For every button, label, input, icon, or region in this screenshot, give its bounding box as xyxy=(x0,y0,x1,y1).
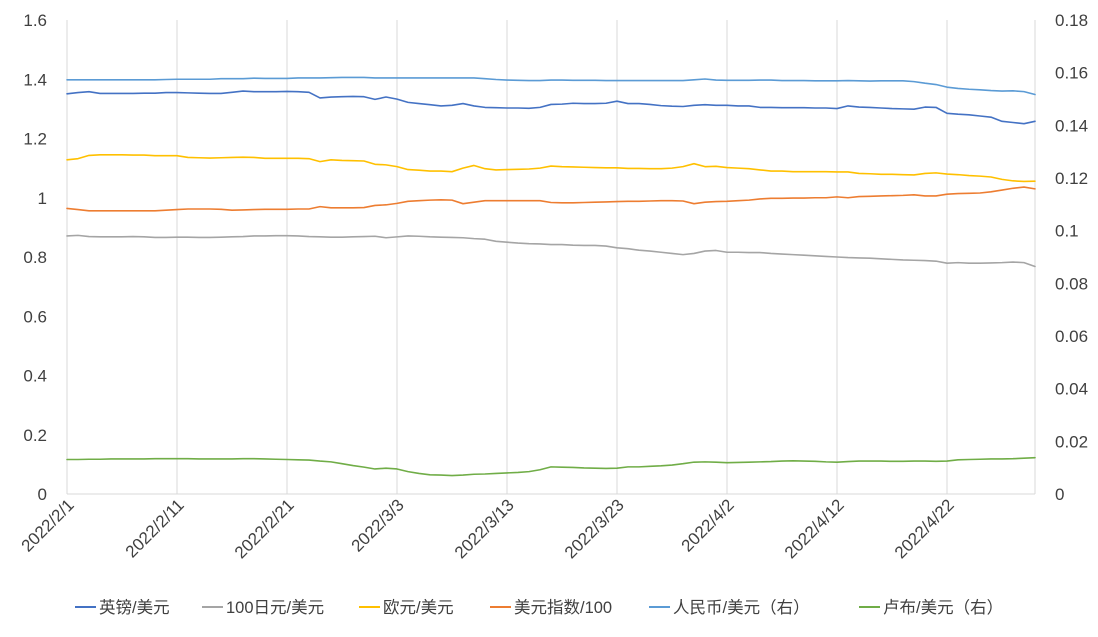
legend-label-3: 美元指数/100 xyxy=(514,598,612,617)
series-line-3 xyxy=(66,186,1036,212)
right-y-tick-label-9: 0.18 xyxy=(1055,11,1088,30)
left-y-tick-label-4: 0.8 xyxy=(23,248,47,267)
legend-label-4: 人民币/美元（右） xyxy=(673,598,810,617)
right-y-tick-label-7: 0.14 xyxy=(1055,116,1088,135)
left-y-axis: 0 0.2 0.4 0.6 0.8 1 1.2 1.4 1.6 xyxy=(23,11,47,504)
left-y-tick-label-0: 0 xyxy=(38,485,47,504)
x-tick-label-1: 2022/2/11 xyxy=(122,495,188,561)
right-y-tick-label-8: 0.16 xyxy=(1055,64,1088,83)
right-y-tick-label-6: 0.12 xyxy=(1055,169,1088,188)
left-y-tick-label-7: 1.4 xyxy=(23,70,47,89)
series-line-1 xyxy=(66,234,1036,268)
right-y-tick-label-1: 0.02 xyxy=(1055,432,1088,451)
legend: 英镑/美元 100日元/美元 欧元/美元 美元指数/100 人民币/美元（右） 卢布/美元… xyxy=(75,598,1003,617)
legend-label-1: 100日元/美元 xyxy=(226,598,324,617)
series-line-5 xyxy=(66,456,1036,477)
left-y-tick-label-1: 0.2 xyxy=(23,426,47,445)
series-lines xyxy=(66,76,1036,477)
left-y-tick-label-5: 1 xyxy=(38,189,47,208)
left-y-tick-label-3: 0.6 xyxy=(23,307,47,326)
x-tick-label-3: 2022/3/3 xyxy=(348,495,408,555)
series-line-4 xyxy=(66,76,1036,96)
vertical-gridlines xyxy=(66,20,1036,495)
series-line-0 xyxy=(66,90,1036,125)
right-y-tick-label-5: 0.1 xyxy=(1055,222,1079,241)
right-y-tick-label-2: 0.04 xyxy=(1055,380,1088,399)
left-y-tick-label-2: 0.4 xyxy=(23,367,47,386)
right-y-axis: 0 0.02 0.04 0.06 0.08 0.1 0.12 0.14 0.16 0.18 xyxy=(1055,11,1088,504)
series-line-2 xyxy=(66,153,1036,183)
x-tick-label-6: 2022/4/2 xyxy=(678,495,738,555)
legend-label-5: 卢布/美元（右） xyxy=(883,598,1003,617)
x-tick-label-2: 2022/2/21 xyxy=(231,495,298,562)
right-y-tick-label-4: 0.08 xyxy=(1055,274,1088,293)
x-axis: 2022/2/1 2022/2/11 2022/2/21 2022/3/3 2022/3… xyxy=(18,495,958,562)
right-y-tick-label-3: 0.06 xyxy=(1055,327,1088,346)
x-tick-label-0: 2022/2/1 xyxy=(18,495,78,555)
legend-label-0: 英镑/美元 xyxy=(99,598,170,617)
x-tick-label-5: 2022/3/23 xyxy=(561,495,628,562)
legend-label-2: 欧元/美元 xyxy=(383,598,454,617)
x-tick-label-8: 2022/4/22 xyxy=(891,495,958,562)
x-tick-label-7: 2022/4/12 xyxy=(781,495,848,562)
left-y-tick-label-6: 1.2 xyxy=(23,130,47,149)
x-tick-label-4: 2022/3/13 xyxy=(451,495,518,562)
right-y-tick-label-0: 0 xyxy=(1055,485,1064,504)
left-y-tick-label-8: 1.6 xyxy=(23,11,47,30)
